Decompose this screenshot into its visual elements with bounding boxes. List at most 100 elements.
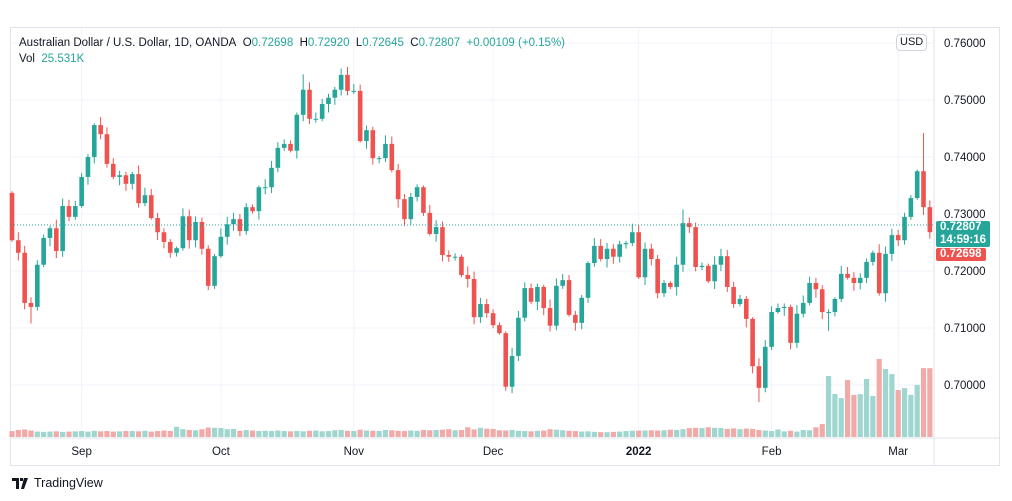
candle bbox=[604, 243, 610, 268]
candle bbox=[497, 322, 502, 335]
price-tick-label: 0.76000 bbox=[944, 38, 986, 50]
candle bbox=[838, 265, 844, 302]
candle bbox=[535, 283, 540, 311]
candle bbox=[554, 278, 559, 331]
candle-body bbox=[636, 232, 641, 278]
volume-bar bbox=[243, 429, 249, 437]
volume-bar bbox=[503, 430, 509, 437]
candle-body bbox=[541, 286, 547, 309]
candle bbox=[28, 297, 34, 324]
candle-body bbox=[193, 221, 198, 241]
currency-button[interactable]: USD bbox=[896, 34, 928, 51]
volume-bar bbox=[262, 430, 268, 437]
candle-body bbox=[756, 366, 762, 388]
volume-bar bbox=[528, 431, 534, 437]
candle-body bbox=[91, 125, 97, 157]
candle bbox=[47, 225, 53, 247]
candle bbox=[395, 163, 401, 208]
candle bbox=[446, 250, 452, 262]
candle bbox=[743, 296, 749, 328]
volume-bar bbox=[91, 430, 97, 437]
candle bbox=[788, 304, 793, 350]
candle-body bbox=[560, 280, 566, 286]
candle bbox=[649, 243, 654, 266]
volume-bar bbox=[813, 427, 819, 437]
candle-body bbox=[737, 298, 743, 305]
volume-bar bbox=[781, 431, 787, 437]
candle-body bbox=[668, 282, 673, 287]
candle-body bbox=[9, 192, 15, 241]
candle-body bbox=[47, 228, 53, 238]
high-value: 0.72920 bbox=[307, 37, 350, 49]
volume-bar bbox=[901, 388, 908, 437]
volume-bar bbox=[844, 380, 851, 437]
axes: 0.70000 0.71000 0.72000 0.73000 0.74000 0.750… bbox=[11, 28, 1000, 466]
candle bbox=[566, 274, 572, 317]
candle-body bbox=[883, 253, 888, 294]
candle-body bbox=[243, 207, 249, 232]
candle-body bbox=[889, 235, 895, 254]
volume-bar bbox=[655, 430, 661, 437]
volume-bar bbox=[249, 430, 256, 437]
tradingview-logo[interactable]: TradingView bbox=[12, 476, 103, 490]
candle bbox=[85, 154, 91, 185]
volume-bar bbox=[477, 427, 484, 437]
candle bbox=[54, 219, 59, 259]
candle-body bbox=[699, 265, 705, 268]
candle-body bbox=[655, 259, 660, 294]
candle-body bbox=[218, 236, 224, 257]
candle-body bbox=[902, 216, 907, 241]
candle-body bbox=[186, 216, 192, 241]
candle-body bbox=[528, 288, 534, 302]
candle bbox=[357, 84, 363, 143]
candle-body bbox=[617, 244, 622, 257]
volume-bar bbox=[319, 431, 325, 437]
candle bbox=[142, 187, 148, 207]
volume-bar bbox=[566, 430, 572, 437]
candle-body bbox=[579, 297, 584, 323]
time-tick-label: Mar bbox=[888, 446, 908, 458]
candle-body bbox=[174, 248, 179, 253]
volume-bar bbox=[313, 430, 319, 437]
candle bbox=[712, 256, 717, 290]
time-tick-label: Oct bbox=[212, 446, 231, 458]
low-label: L bbox=[355, 37, 363, 49]
candle bbox=[459, 254, 464, 278]
candle-body bbox=[250, 207, 255, 212]
chart-frame bbox=[10, 27, 1000, 466]
volume-bar bbox=[275, 430, 281, 437]
last-price-label: 0.72807 14:59:16 bbox=[936, 221, 991, 247]
candle-body bbox=[712, 264, 717, 282]
candle-body bbox=[117, 175, 122, 177]
volume-bar bbox=[825, 375, 832, 437]
volume-bar bbox=[731, 428, 737, 437]
volume-bar bbox=[629, 430, 635, 437]
candle-body bbox=[547, 308, 553, 326]
candle bbox=[427, 204, 433, 236]
volume-bar bbox=[604, 432, 610, 437]
candle-body bbox=[642, 248, 648, 278]
candle bbox=[623, 240, 629, 249]
candle bbox=[876, 244, 882, 296]
candle-body bbox=[471, 278, 477, 318]
candle bbox=[819, 285, 825, 320]
volume-bar bbox=[414, 430, 420, 437]
candle bbox=[769, 306, 774, 350]
candle bbox=[98, 117, 103, 140]
symbol-title[interactable]: Australian Dollar / U.S. Dollar, 1D, OAN… bbox=[19, 37, 237, 49]
volume-bar bbox=[287, 431, 294, 437]
candle bbox=[927, 200, 933, 239]
candle-body bbox=[598, 245, 603, 260]
candle-body bbox=[402, 199, 407, 220]
candle bbox=[807, 276, 812, 306]
candle bbox=[16, 232, 21, 261]
volume-bar bbox=[237, 430, 243, 437]
candle bbox=[383, 135, 388, 162]
candle bbox=[110, 158, 116, 180]
candle bbox=[585, 261, 591, 303]
candle bbox=[528, 283, 534, 305]
candle bbox=[326, 93, 331, 113]
candle-body bbox=[813, 282, 819, 290]
candle bbox=[573, 310, 578, 331]
